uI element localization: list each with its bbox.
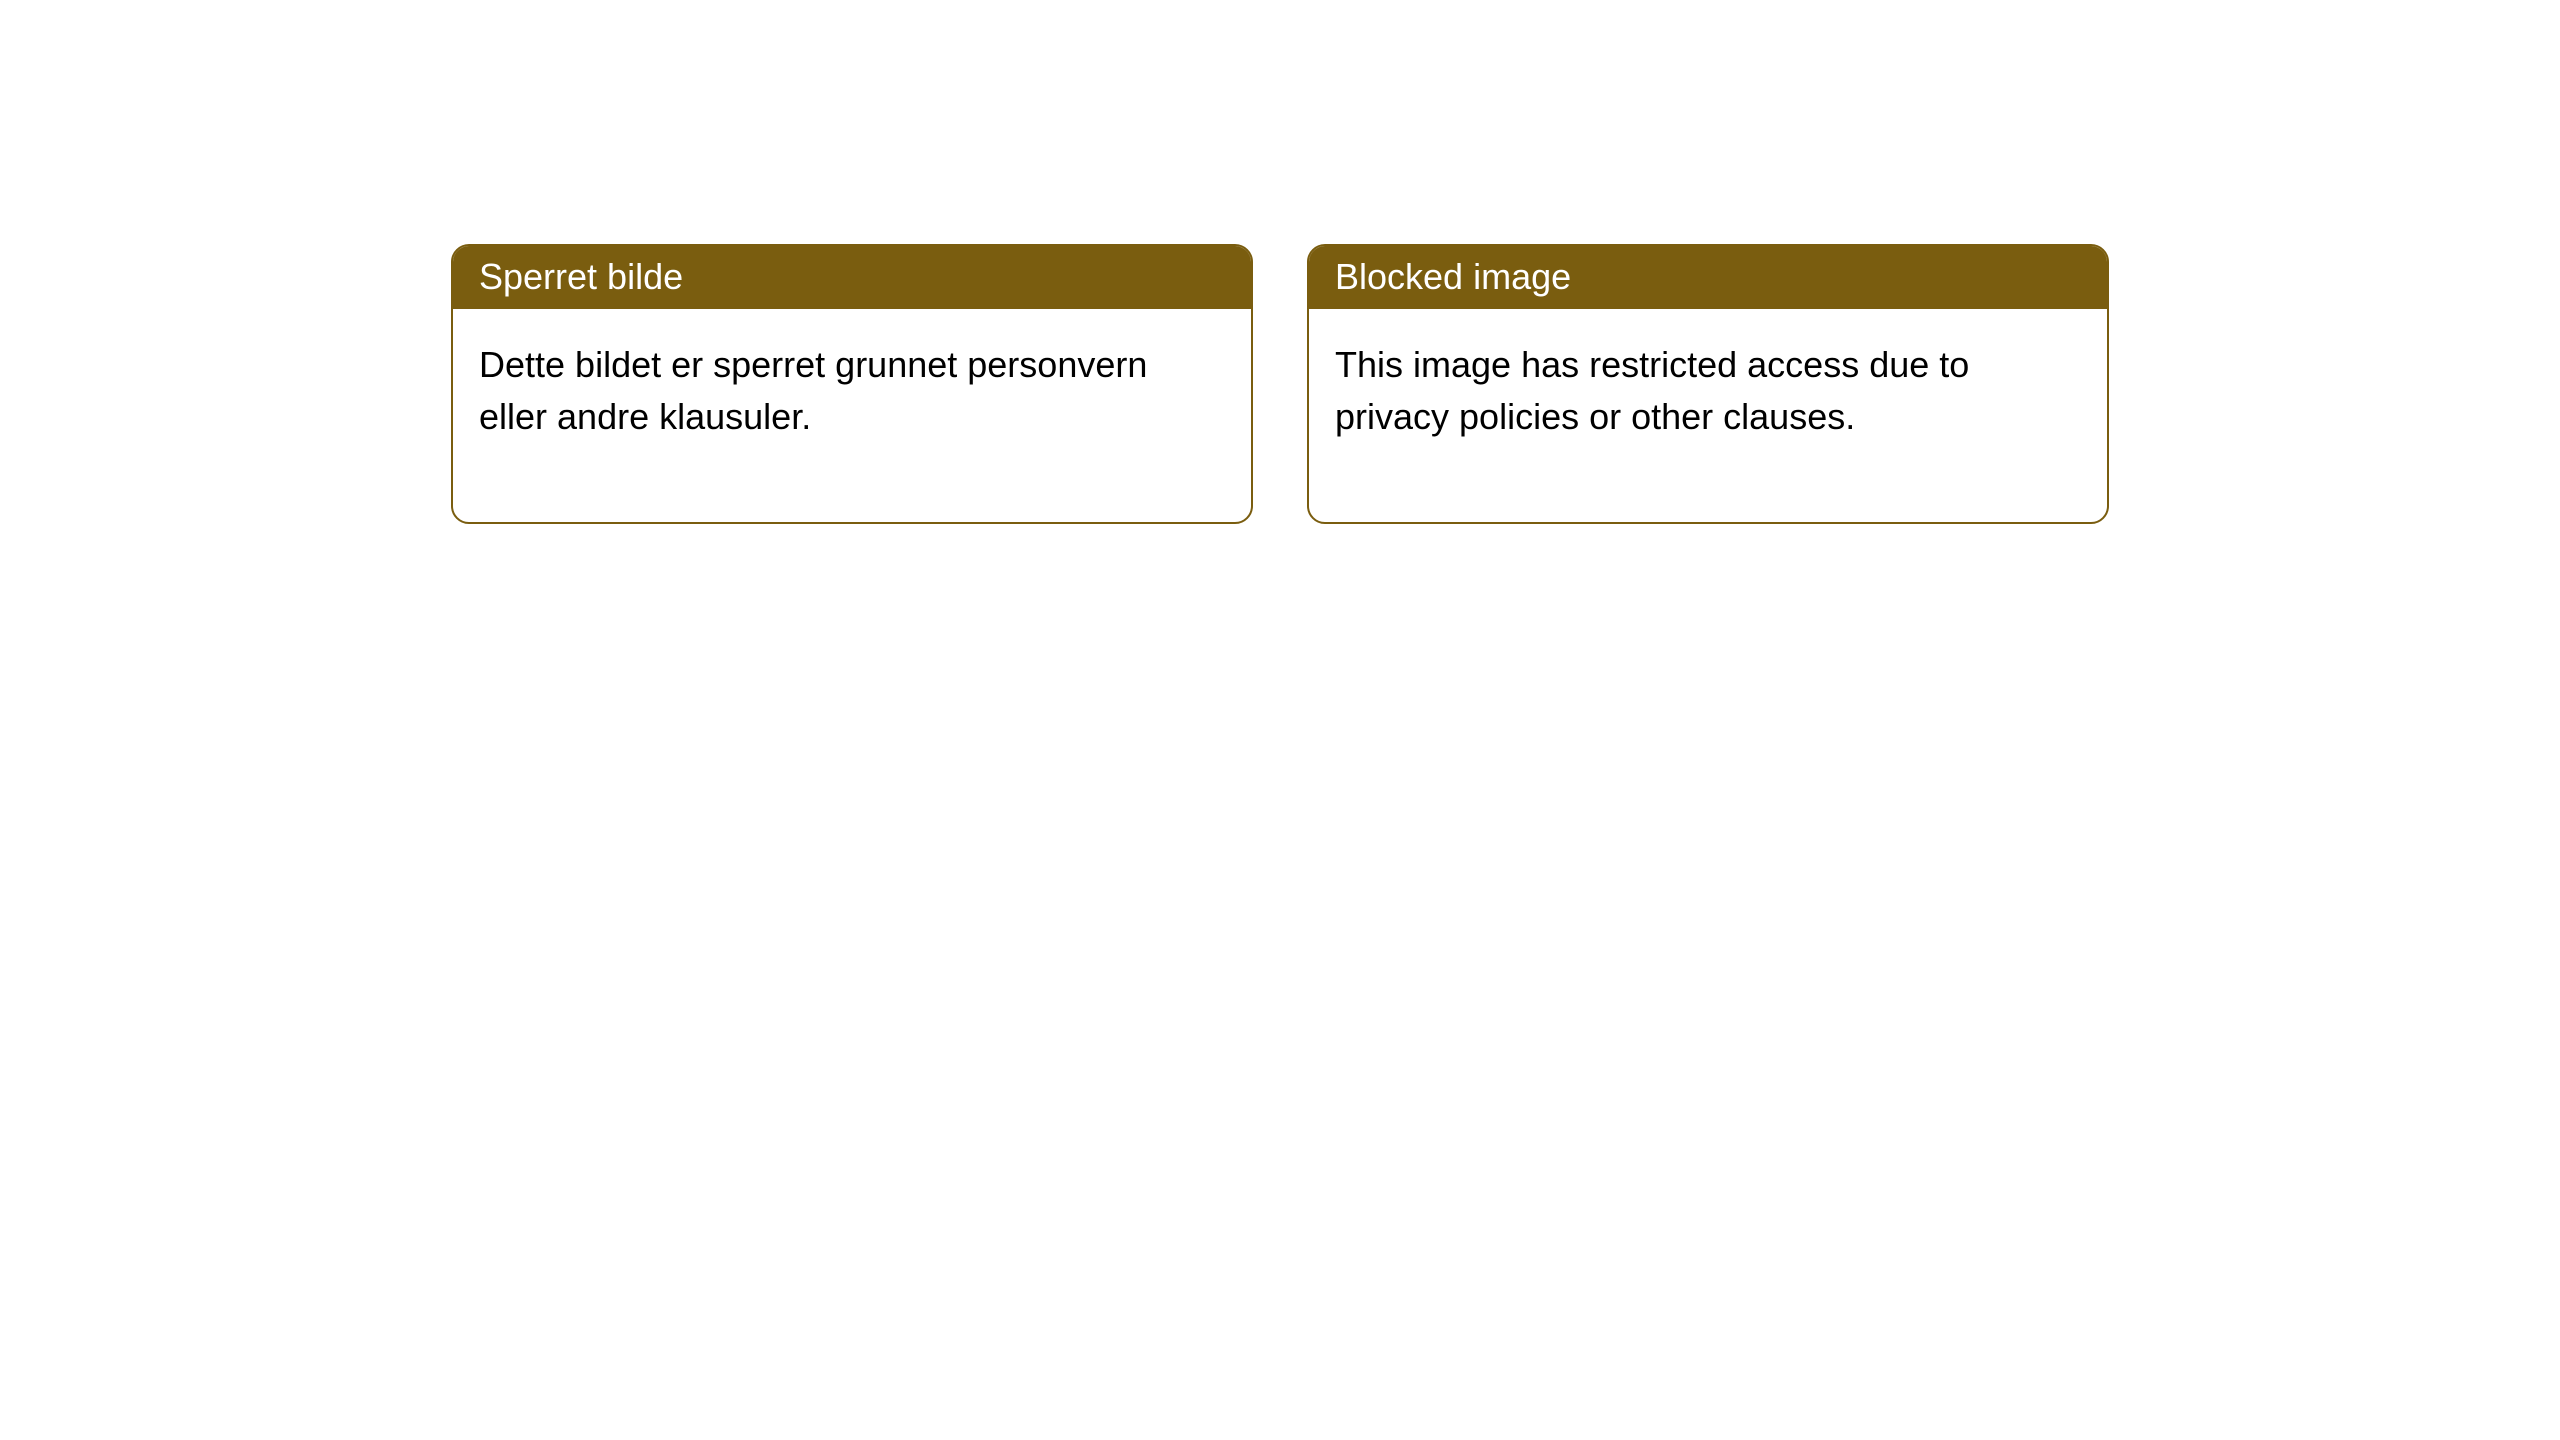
card-header: Blocked image	[1309, 246, 2107, 309]
card-body: This image has restricted access due to …	[1309, 309, 2107, 521]
notice-card-norwegian: Sperret bilde Dette bildet er sperret gr…	[451, 244, 1253, 524]
card-title: Blocked image	[1335, 256, 1571, 297]
card-message: This image has restricted access due to …	[1335, 339, 2081, 443]
card-title: Sperret bilde	[479, 256, 683, 297]
card-body: Dette bildet er sperret grunnet personve…	[453, 309, 1251, 521]
card-header: Sperret bilde	[453, 246, 1251, 309]
notice-cards-container: Sperret bilde Dette bildet er sperret gr…	[0, 244, 2560, 524]
notice-card-english: Blocked image This image has restricted …	[1307, 244, 2109, 524]
card-message: Dette bildet er sperret grunnet personve…	[479, 339, 1225, 443]
